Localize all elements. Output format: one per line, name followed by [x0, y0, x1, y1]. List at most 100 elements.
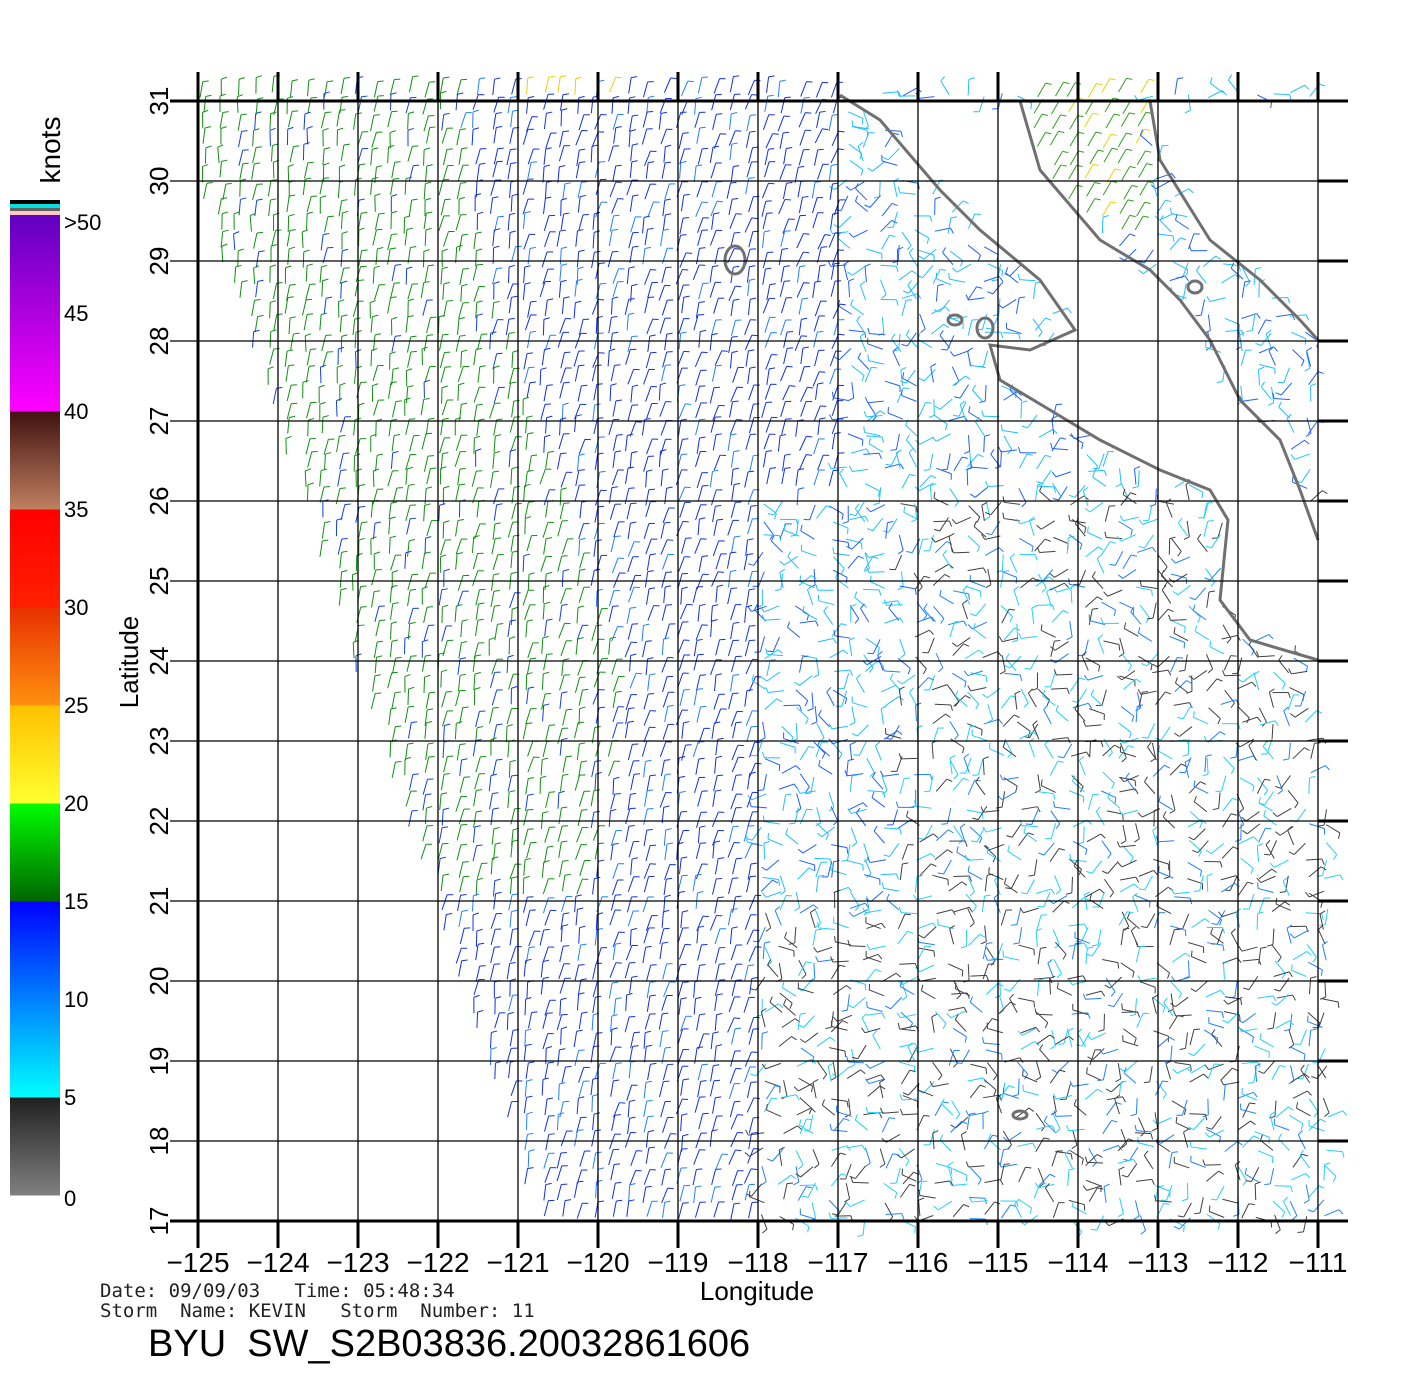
wind-barb-shaft — [543, 489, 550, 506]
wind-barb — [575, 129, 588, 146]
wind-barb — [1138, 163, 1153, 178]
wind-barb-shaft — [987, 568, 992, 585]
wind-barb-shaft — [933, 520, 950, 523]
wind-barb-tick — [322, 415, 329, 418]
wind-barb-tick — [323, 177, 330, 179]
wind-barb-tick — [749, 366, 756, 369]
wind-barb-tick — [1138, 519, 1144, 525]
wind-barb — [217, 197, 228, 215]
wind-barb-shaft — [1300, 468, 1311, 483]
wind-barb-shaft — [424, 488, 427, 505]
wind-barb — [286, 402, 298, 420]
wind-barb — [290, 79, 299, 97]
wind-barb-shaft — [1200, 299, 1206, 316]
wind-barb — [543, 214, 555, 232]
wind-barb-shaft — [426, 127, 431, 144]
wind-barb-tick — [987, 291, 994, 295]
wind-barb-tick — [699, 247, 706, 249]
wind-barb-tick — [1045, 131, 1052, 135]
wind-barb-shaft — [854, 508, 866, 522]
wind-barb-shaft — [236, 96, 239, 113]
wind-barb — [375, 418, 383, 437]
wind-barb-shaft — [727, 434, 732, 451]
wind-barb — [1241, 313, 1261, 319]
wind-barb-tick — [308, 365, 316, 367]
wind-barb-shaft — [726, 182, 731, 199]
wind-barb-shaft — [373, 284, 380, 301]
wind-barb-tick — [872, 556, 879, 559]
wind-barb — [627, 96, 636, 114]
wind-barb-shaft — [239, 180, 241, 197]
wind-barb-shaft — [799, 581, 815, 589]
wind-barb-shaft — [1006, 328, 1022, 335]
wind-barb — [220, 76, 228, 96]
wind-barb-shaft — [457, 165, 464, 181]
wind-barb-tick — [615, 126, 622, 129]
wind-barb — [644, 269, 657, 285]
wind-barb — [1066, 535, 1075, 554]
wind-barb-tick — [942, 247, 947, 253]
wind-barb — [763, 521, 774, 540]
wind-barb-shaft — [524, 604, 531, 621]
wind-barb — [979, 385, 987, 404]
wind-barb — [813, 148, 824, 166]
wind-barb — [918, 248, 937, 260]
wind-barb-tick — [683, 193, 690, 196]
wind-barb-shaft — [697, 519, 700, 536]
wind-barb — [828, 114, 839, 132]
wind-barb-tick — [425, 181, 432, 185]
wind-barb-tick — [1115, 483, 1122, 488]
wind-barb-shaft — [1165, 502, 1173, 518]
wind-barb-tick — [287, 96, 294, 99]
wind-barb — [492, 450, 501, 469]
wind-barb-shaft — [457, 590, 464, 607]
wind-barb-shaft — [541, 349, 545, 366]
wind-barb-shaft — [476, 334, 482, 350]
wind-barb — [560, 367, 572, 384]
wind-barb-tick — [276, 386, 283, 389]
wind-barb-shaft — [440, 366, 446, 383]
wind-barb-tick — [832, 547, 835, 554]
wind-barb-tick — [1127, 199, 1134, 202]
wind-barb-tick — [494, 604, 501, 607]
wind-barb-shaft — [374, 166, 377, 183]
wind-barb-shaft — [1068, 164, 1078, 180]
wind-barb — [867, 327, 886, 336]
wind-barb — [983, 246, 999, 261]
wind-barb-shaft — [1290, 314, 1307, 317]
wind-barb-tick — [1227, 74, 1233, 81]
wind-barb — [794, 214, 806, 232]
wind-barb — [782, 385, 796, 401]
wind-barb — [864, 366, 878, 383]
wind-barb — [201, 109, 209, 129]
wind-barb-shaft — [352, 319, 356, 336]
wind-barb — [627, 521, 637, 539]
wind-barb-shaft — [407, 351, 412, 368]
wind-barb-tick — [850, 299, 854, 306]
wind-barb-shaft — [475, 148, 481, 165]
wind-barb-shaft — [423, 149, 425, 166]
wind-barb-shaft — [1118, 77, 1127, 93]
wind-barb — [522, 198, 535, 215]
wind-barb — [321, 415, 329, 434]
wind-barb-shaft — [1101, 217, 1104, 234]
wind-barb — [642, 111, 654, 128]
wind-barb — [1260, 381, 1272, 400]
wind-barb — [220, 126, 227, 145]
wind-barb — [695, 418, 706, 436]
wind-barb-tick — [524, 282, 531, 285]
wind-barb — [646, 403, 658, 419]
wind-barb-shaft — [460, 112, 467, 128]
wind-barb — [968, 359, 986, 369]
wind-barb-tick — [1113, 609, 1116, 616]
wind-barb-shaft — [901, 300, 907, 316]
wind-barb-shaft — [868, 571, 885, 573]
wind-barb-tick — [1126, 77, 1133, 80]
wind-barb-shaft — [728, 337, 733, 353]
wind-barb — [697, 76, 708, 94]
wind-barb — [954, 384, 969, 399]
wind-barb-tick — [940, 76, 946, 82]
wind-barb — [389, 584, 398, 603]
wind-barb — [357, 147, 369, 165]
